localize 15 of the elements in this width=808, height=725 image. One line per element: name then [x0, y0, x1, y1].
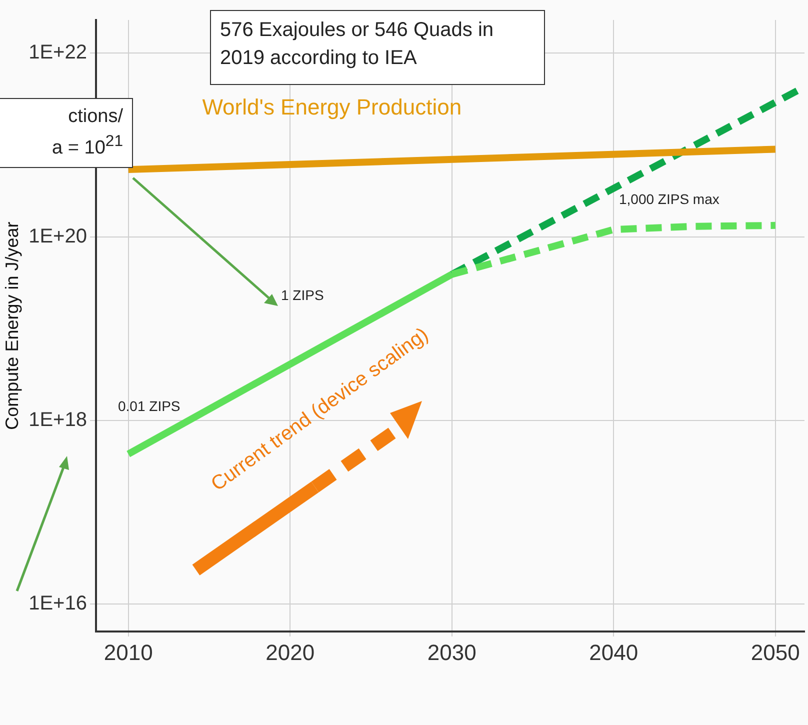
y-tick-label: 1E+16 — [28, 592, 87, 614]
annotation: 576 Exajoules or 546 Quads in 2019 according to IEA — [219, 18, 495, 71]
y-axis-title: Compute Energy in J/year — [2, 222, 22, 430]
y-tick-label: 1E+20 — [28, 225, 87, 248]
y-tick-label: 1E+18 — [28, 408, 87, 431]
x-tick-label: 2050 — [750, 640, 800, 665]
annotation: 0.01 ZIPS — [118, 397, 180, 416]
x-tick-label: 2040 — [589, 640, 638, 665]
series-label: World's Energy Production — [202, 94, 462, 120]
x-tick-label: 2020 — [266, 640, 315, 665]
x-tick-label: 2010 — [104, 640, 153, 665]
annotation: 1 ZIPS — [281, 286, 324, 305]
y-tick-label: 1E+22 — [28, 42, 87, 64]
annotation: 1,000 ZIPS max — [619, 190, 720, 209]
x-tick-label: 2030 — [427, 640, 476, 665]
